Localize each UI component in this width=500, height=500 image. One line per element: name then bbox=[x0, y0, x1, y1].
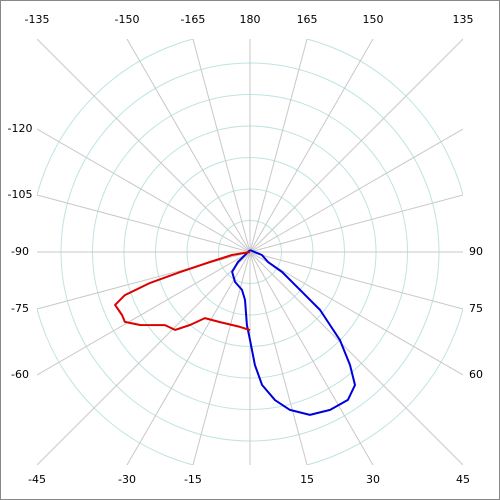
spoke bbox=[192, 39, 251, 253]
spoke bbox=[249, 128, 463, 253]
angle-tick-label: 45 bbox=[456, 473, 470, 486]
angle-tick-label: -30 bbox=[118, 473, 136, 486]
spoke bbox=[37, 251, 251, 310]
spoke bbox=[37, 251, 251, 376]
angle-tick-label: -120 bbox=[8, 122, 33, 135]
angle-tick-label: 15 bbox=[300, 473, 314, 486]
spoke bbox=[37, 39, 251, 253]
spoke bbox=[37, 128, 251, 253]
curve bbox=[231, 249, 356, 416]
spoke bbox=[126, 39, 251, 253]
angle-tick-label: 90 bbox=[469, 245, 483, 258]
angle-tick-label: 180 bbox=[240, 13, 261, 26]
spoke bbox=[249, 251, 463, 465]
spoke bbox=[249, 39, 308, 253]
spoke bbox=[249, 251, 463, 376]
angle-tick-label: -75 bbox=[11, 302, 29, 315]
angle-tick-label: 150 bbox=[362, 13, 383, 26]
spoke bbox=[249, 39, 463, 253]
spoke bbox=[249, 251, 374, 465]
plot bbox=[114, 249, 356, 416]
grid bbox=[37, 39, 463, 465]
angle-tick-label: 165 bbox=[297, 13, 318, 26]
angle-tick-label: 30 bbox=[366, 473, 380, 486]
angle-tick-label: 135 bbox=[453, 13, 474, 26]
spoke bbox=[249, 251, 463, 310]
angle-tick-label: -150 bbox=[115, 13, 140, 26]
spoke bbox=[192, 251, 251, 465]
spoke bbox=[37, 251, 251, 465]
curve bbox=[114, 251, 251, 332]
angle-tick-label: -60 bbox=[11, 368, 29, 381]
spoke bbox=[249, 194, 463, 253]
angle-tick-label: -105 bbox=[8, 188, 33, 201]
angle-tick-label: 60 bbox=[469, 368, 483, 381]
angle-tick-label: -165 bbox=[180, 13, 205, 26]
angle-tick-label: -15 bbox=[184, 473, 202, 486]
angle-tick-label: 75 bbox=[469, 302, 483, 315]
spoke bbox=[37, 194, 251, 253]
spoke bbox=[126, 251, 251, 465]
angle-tick-label: -90 bbox=[11, 245, 29, 258]
angle-tick-label: -135 bbox=[25, 13, 50, 26]
spoke bbox=[249, 39, 374, 253]
spoke bbox=[249, 251, 308, 465]
angle-tick-label: -45 bbox=[28, 473, 46, 486]
